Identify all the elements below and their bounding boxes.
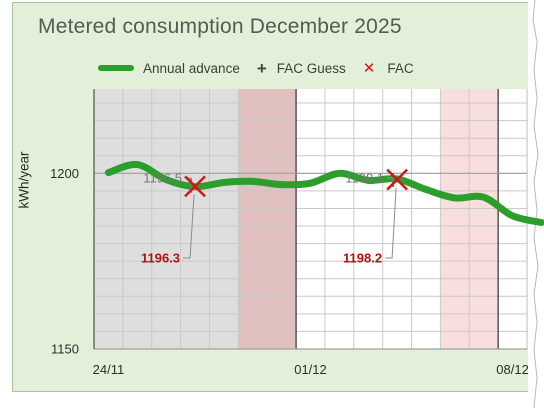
shaded-day-weekend bbox=[122, 89, 152, 349]
fac-label: 1196.3 bbox=[141, 251, 180, 266]
fac-guess-label: 1198.1 bbox=[345, 171, 384, 186]
legend-item-fac-guess: + FAC Guess bbox=[257, 60, 346, 77]
shaded-day-weekend bbox=[209, 89, 239, 349]
chart-title: Metered consumption December 2025 bbox=[38, 15, 402, 38]
fac-label: 1198.2 bbox=[343, 251, 382, 266]
fac-leader-line bbox=[183, 194, 195, 259]
shaded-day-holiday_light bbox=[469, 89, 499, 349]
x-tick-label: 08/12 bbox=[496, 362, 529, 377]
shaded-day-holiday bbox=[267, 89, 297, 349]
chart-legend: Annual advance + FAC Guess ✕ FAC bbox=[98, 58, 431, 78]
x-tick-label: 01/12 bbox=[294, 362, 327, 377]
y-tick-label: 1200 bbox=[50, 166, 79, 181]
fac-marker bbox=[386, 168, 408, 191]
fac-marker bbox=[184, 175, 206, 198]
legend-item-annual-advance: Annual advance bbox=[98, 61, 240, 76]
torn-paper-edge bbox=[528, 0, 539, 408]
shaded-day-holiday_light bbox=[440, 89, 470, 349]
plus-icon: + bbox=[256, 58, 267, 78]
fac-leader-line bbox=[385, 187, 397, 259]
shaded-day-holiday bbox=[238, 89, 268, 349]
legend-line-swatch bbox=[98, 65, 134, 71]
cross-icon: ✕ bbox=[362, 59, 376, 77]
shaded-day-weekend bbox=[94, 89, 123, 349]
legend-label-fac-guess: FAC Guess bbox=[276, 60, 346, 76]
shaded-day-weekend bbox=[151, 89, 181, 349]
fac-guess-label: 1196.5 bbox=[143, 171, 182, 186]
y-tick-label: 1150 bbox=[51, 342, 79, 357]
legend-item-fac: ✕ FAC bbox=[363, 61, 414, 76]
x-tick-label: 24/11 bbox=[93, 362, 125, 377]
legend-label-fac: FAC bbox=[387, 60, 414, 76]
shaded-day-weekend bbox=[180, 89, 210, 349]
series-line-annual-advance bbox=[104, 160, 544, 227]
legend-label-annual-advance: Annual advance bbox=[143, 60, 240, 76]
